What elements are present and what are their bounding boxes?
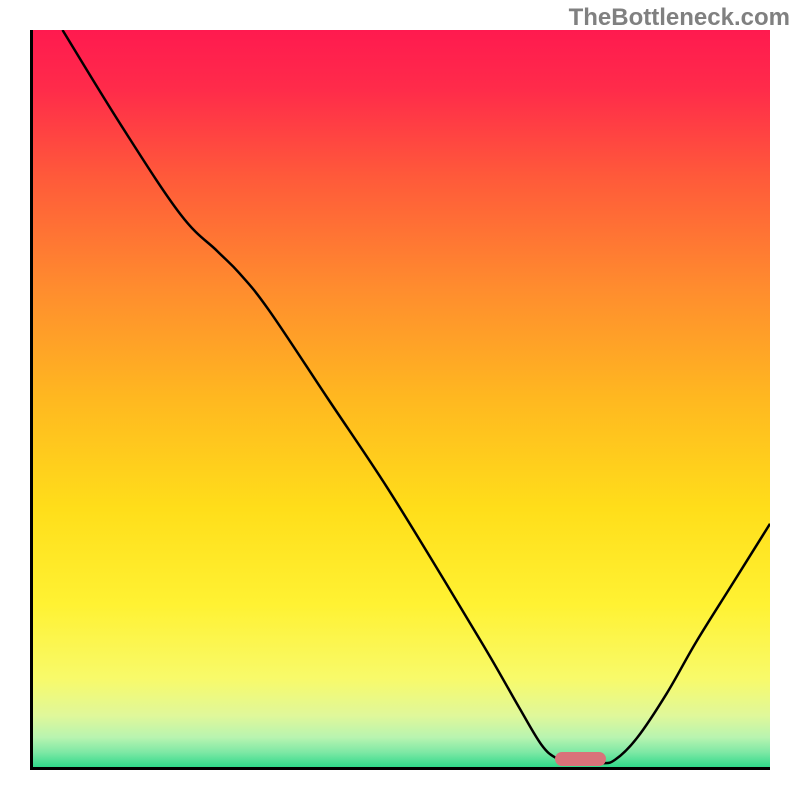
optimal-marker <box>555 752 607 766</box>
chart-svg <box>33 30 770 767</box>
bottleneck-chart <box>30 30 770 770</box>
chart-background <box>33 30 770 767</box>
watermark-text: TheBottleneck.com <box>569 4 790 32</box>
